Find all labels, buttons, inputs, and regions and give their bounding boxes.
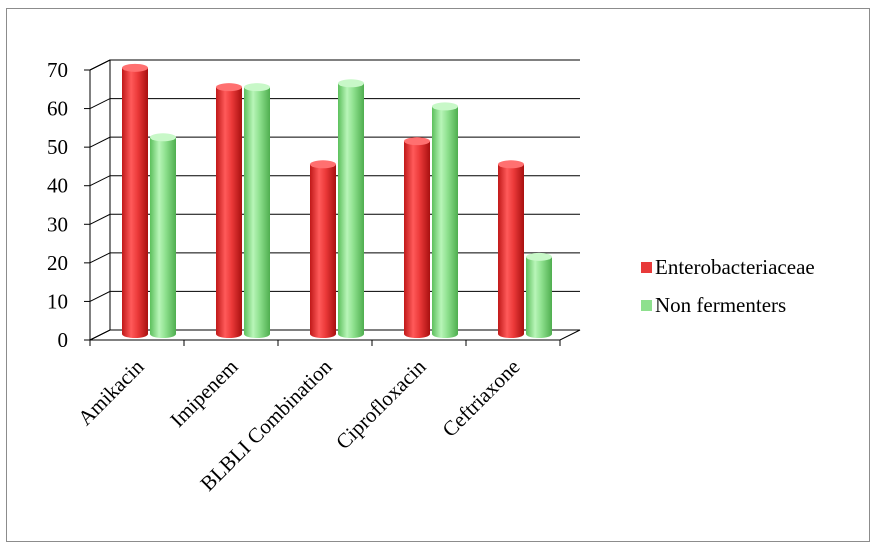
bars — [122, 63, 552, 339]
bar-1-3 — [310, 160, 336, 338]
bar-2-4 — [432, 102, 458, 338]
y-tick-label: 40 — [47, 174, 68, 198]
bar-top — [122, 63, 148, 72]
legend-label-series-2: Non fermenters — [655, 292, 787, 317]
bar-body — [122, 67, 148, 338]
bar-2-3 — [338, 79, 364, 339]
bar-1-2 — [216, 83, 242, 339]
bar-2-5 — [526, 252, 552, 338]
bar-top — [216, 83, 242, 92]
y-axis-tick-labels: 0 10 20 30 40 50 60 70 — [47, 58, 68, 352]
legend-item-series-2: Non fermenters — [641, 286, 815, 324]
bar-1-1 — [122, 63, 148, 338]
legend-item-series-1: Enterobacteriaceae — [641, 248, 815, 286]
bar-body — [216, 87, 242, 339]
bar-top — [526, 252, 552, 261]
bar-top — [498, 160, 524, 169]
bar-body — [150, 137, 176, 338]
bar-body — [244, 87, 270, 339]
bar-body — [526, 256, 552, 338]
bar-1-5 — [498, 160, 524, 338]
x-category-label: Imipenem — [165, 355, 242, 432]
bar-2-2 — [244, 83, 270, 339]
y-tick-label: 60 — [47, 97, 68, 121]
y-tick-label: 10 — [47, 289, 68, 313]
gridline — [89, 98, 580, 110]
gridline — [89, 59, 580, 71]
bar-top — [404, 137, 430, 146]
bar-top — [432, 102, 458, 111]
bar-2-1 — [150, 133, 176, 338]
gridline — [89, 136, 580, 148]
legend-swatch-series-1 — [641, 261, 652, 273]
bar-top — [150, 133, 176, 142]
bar-body — [338, 83, 364, 339]
legend-label-series-1: Enterobacteriaceae — [655, 254, 815, 279]
x-category-label: Ceftriaxone — [437, 355, 524, 442]
legend-swatch-series-2 — [641, 299, 652, 311]
x-category-label: Amikacin — [73, 354, 149, 430]
bar-body — [310, 164, 336, 338]
legend: Enterobacteriaceae Non fermenters — [641, 248, 815, 324]
y-tick-label: 0 — [58, 328, 69, 352]
y-tick-label: 20 — [47, 251, 68, 275]
bar-body — [432, 106, 458, 338]
x-category-label: Ciprofloxacin — [331, 354, 431, 454]
bar-top — [338, 79, 364, 88]
bar-top — [310, 160, 336, 169]
y-tick-label: 30 — [47, 212, 68, 236]
bar-1-4 — [404, 137, 430, 338]
bar-top — [244, 83, 270, 92]
x-axis — [89, 340, 561, 346]
bar-body — [404, 141, 430, 338]
bar-body — [498, 164, 524, 338]
y-tick-label: 50 — [47, 135, 68, 159]
y-tick-label: 70 — [47, 58, 68, 82]
